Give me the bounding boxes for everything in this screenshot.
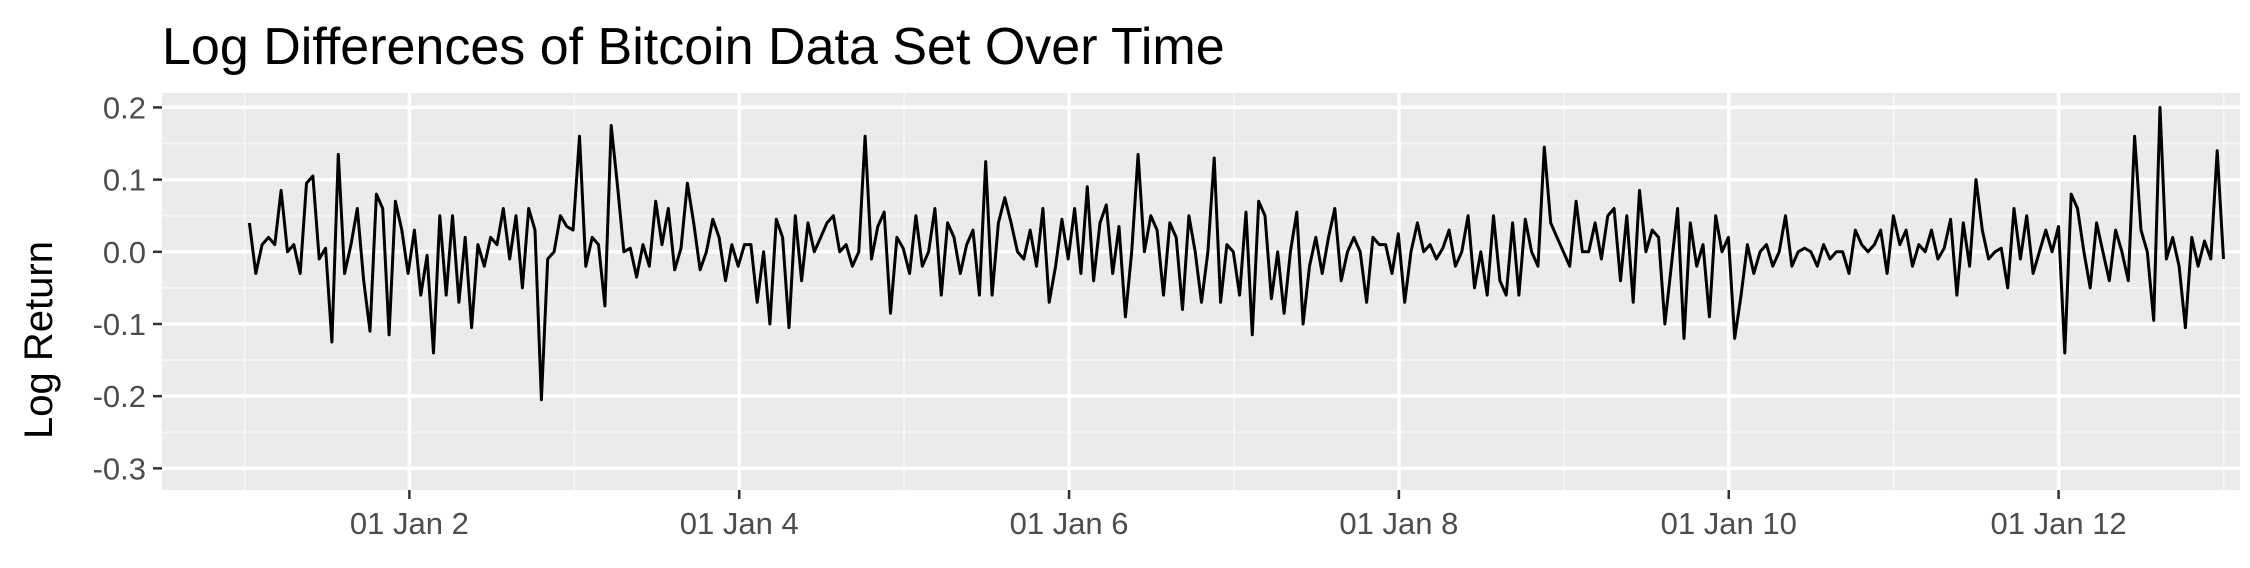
- y-axis: -0.3 -0.2 -0.1 0.0 0.1 0.2: [93, 90, 162, 486]
- series-line-log-return: [247, 105, 2225, 402]
- x-tick-label: 01 Jan 6: [1010, 506, 1129, 541]
- x-tick-label: 01 Jan 4: [680, 506, 799, 541]
- x-tick-label: 01 Jan 8: [1339, 506, 1458, 541]
- y-tick-label: -0.3: [93, 451, 146, 486]
- x-tick-label: 01 Jan 12: [1991, 506, 2127, 541]
- y-axis-title: Log Return: [17, 241, 61, 439]
- x-tick-label: 01 Jan 10: [1661, 506, 1797, 541]
- y-tick-label: 0.0: [103, 235, 146, 270]
- x-tick-label: 01 Jan 2: [350, 506, 469, 541]
- chart-title: Log Differences of Bitcoin Data Set Over…: [162, 18, 1225, 76]
- y-tick-label: -0.2: [93, 379, 146, 414]
- y-tick-label: 0.1: [103, 163, 146, 198]
- x-axis: 01 Jan 2 01 Jan 4 01 Jan 6 01 Jan 8 01 Jan 1…: [350, 490, 2127, 541]
- y-tick-label: -0.1: [93, 307, 146, 342]
- y-tick-label: 0.2: [103, 90, 146, 125]
